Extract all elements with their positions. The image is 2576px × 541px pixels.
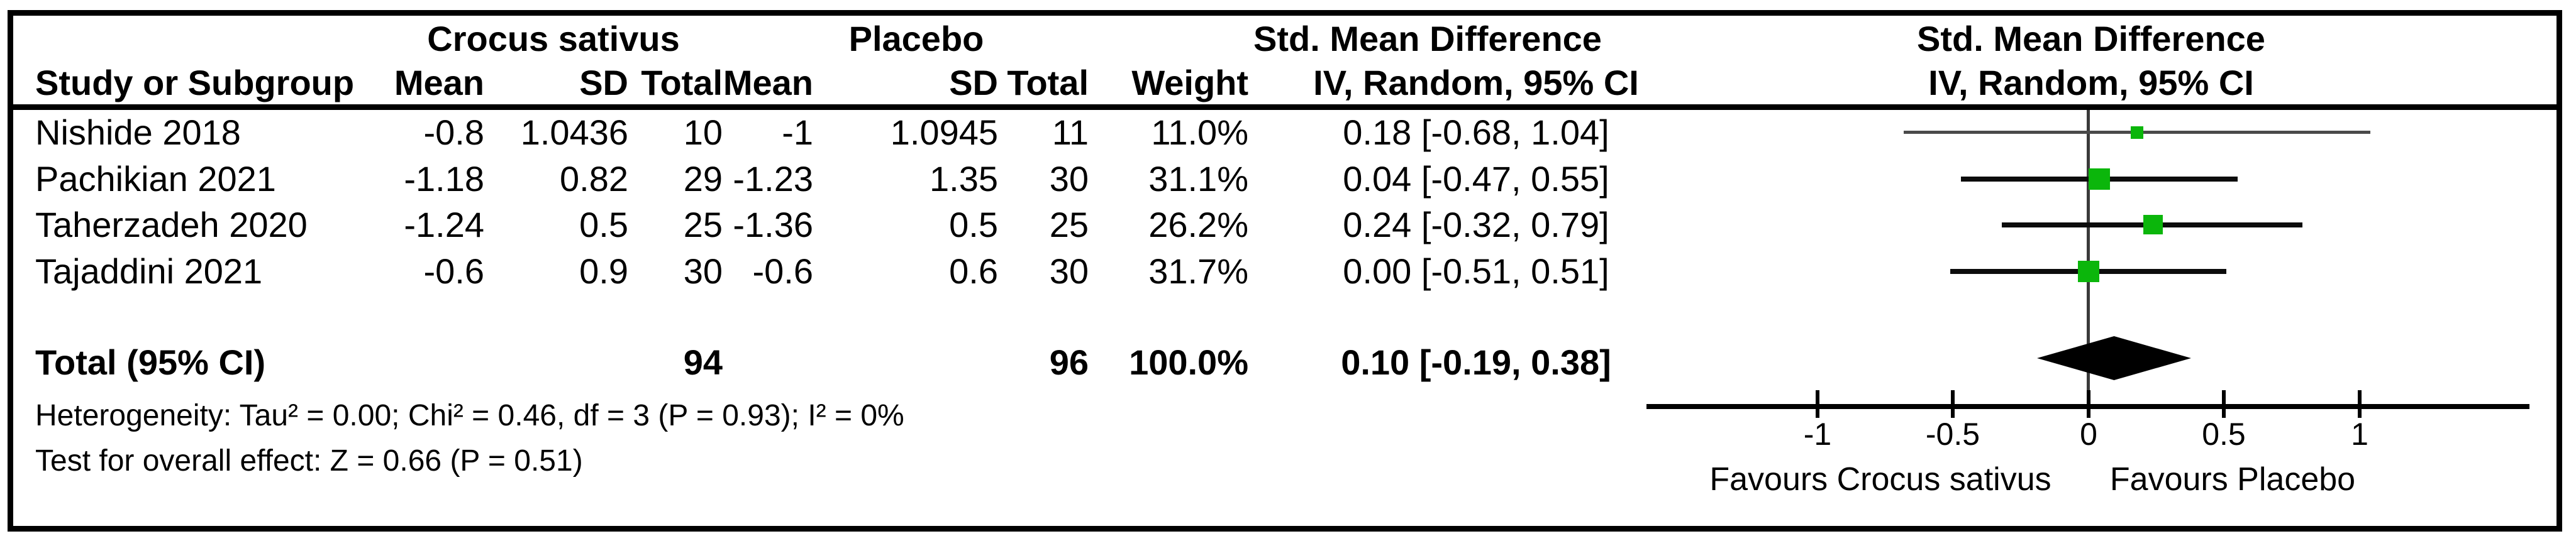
column-header-total-control: Total [1007,63,1089,102]
total-control: 30 [1049,159,1089,199]
effect-point-square [2131,126,2143,139]
total-treatment: 29 [683,159,723,199]
heterogeneity-text: Heterogeneity: Tau² = 0.00; Chi² = 0.46,… [35,399,904,432]
axis-tick [2358,390,2362,418]
sd-treatment: 1.0436 [520,112,628,152]
ci-text: 0.04 [-0.47, 0.55] [1343,159,1609,199]
group-header-treatment: Crocus sativus [427,19,680,58]
total-control: 11 [1052,112,1089,152]
axis-tick [1816,390,1819,418]
total-ci-text: 0.10 [-0.19, 0.38] [1341,342,1611,382]
sd-treatment: 0.9 [579,251,628,291]
column-header-study: Study or Subgroup [35,63,355,102]
sd-control: 1.0945 [890,112,998,152]
sd-control: 1.35 [930,159,998,199]
study-name: Pachikian 2021 [35,159,276,199]
study-name: Taherzadeh 2020 [35,205,308,244]
mean-control: -1.23 [733,159,813,199]
axis-tick [2087,390,2090,418]
sd-control: 0.5 [949,205,998,244]
overall-effect-text: Test for overall effect: Z = 0.66 (P = 0… [35,444,583,478]
ci-text: 0.24 [-0.32, 0.79] [1343,205,1609,244]
column-header-sd-control: SD [949,63,998,102]
total-label: Total (95% CI) [35,342,266,382]
axis-tick-label: 1 [2351,417,2368,452]
favours-left-label: Favours Crocus sativus [1709,461,2051,498]
study-name: Nishide 2018 [35,112,241,152]
weight-value: 26.2% [1148,205,1248,244]
favours-right-label: Favours Placebo [2109,461,2356,498]
total-treatment: 10 [683,112,723,152]
weight-value: 11.0% [1151,112,1248,152]
total-control: 25 [1049,205,1089,244]
study-name: Tajaddini 2021 [35,251,263,291]
column-header-sd-treatment: SD [579,63,628,102]
axis-tick-label: 0.5 [2202,417,2246,452]
column-header-mean-control: Mean [723,63,813,102]
mean-control: -1 [782,112,813,152]
axis-tick-label: -1 [1803,417,1832,452]
axis-tick-label: -0.5 [1925,417,1980,452]
mean-treatment: -0.8 [423,112,485,152]
sd-control: 0.6 [949,251,998,291]
effect-header-text-column: Std. Mean Difference [1253,19,1602,58]
group-header-control: Placebo [848,19,984,58]
total-control: 30 [1049,251,1089,291]
mean-control: -0.6 [752,251,814,291]
mean-treatment: -1.18 [404,159,484,199]
header-separator-line [8,104,2562,110]
axis-tick [2222,390,2226,418]
sd-treatment: 0.82 [560,159,628,199]
weight-value: 31.1% [1148,159,1248,199]
column-header-mean-treatment: Mean [394,63,484,102]
column-header-weight: Weight [1131,63,1248,102]
effect-point-square [2078,261,2099,282]
total-weight: 100.0% [1129,342,1248,382]
effect-point-square [2143,215,2163,234]
mean-control: -1.36 [733,205,813,244]
weight-value: 31.7% [1148,251,1248,291]
effect-point-square [2089,168,2110,190]
total-treatment: 25 [683,205,723,244]
axis-tick-label: 0 [2080,417,2097,452]
total-treatment: 30 [683,251,723,291]
column-header-ci: IV, Random, 95% CI [1313,63,1639,102]
mean-treatment: -1.24 [404,205,484,244]
effect-header-graph-column: Std. Mean Difference [1917,19,2265,58]
axis-tick [1951,390,1955,418]
ci-text: 0.18 [-0.68, 1.04] [1343,112,1609,152]
ci-text: 0.00 [-0.51, 0.51] [1343,251,1609,291]
method-header-graph-column: IV, Random, 95% CI [1928,63,2254,102]
sd-treatment: 0.5 [579,205,628,244]
column-header-total-treatment: Total [641,63,723,102]
zero-reference-line [2087,110,2090,407]
total-n-control: 96 [1049,342,1089,382]
mean-treatment: -0.6 [423,251,485,291]
total-n-treatment: 94 [683,342,723,382]
